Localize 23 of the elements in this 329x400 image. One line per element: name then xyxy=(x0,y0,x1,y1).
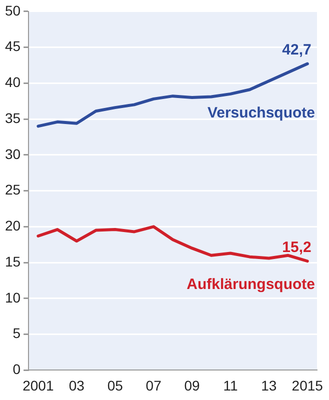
series-label: Versuchsquote xyxy=(207,104,315,122)
y-tick-label: 25 xyxy=(4,182,21,198)
y-tick-label: 5 xyxy=(12,325,21,342)
data-label: 15,2 xyxy=(282,238,312,256)
x-tick-label: 13 xyxy=(261,377,277,394)
x-tick-label: 09 xyxy=(184,377,200,394)
y-tick-label: 45 xyxy=(4,38,21,54)
x-tick-label: 2001 xyxy=(22,377,54,394)
y-tick-label: 50 xyxy=(4,2,21,18)
y-tick-label: 40 xyxy=(4,74,21,90)
x-tick-label: 05 xyxy=(107,377,124,394)
series-label: Aufklärungsquote xyxy=(186,276,315,293)
y-tick-label: 10 xyxy=(4,289,21,306)
y-tick-label: 20 xyxy=(4,218,21,234)
x-tick-label: 07 xyxy=(146,377,162,394)
x-tick-label: 03 xyxy=(68,377,85,394)
x-tick-label: 11 xyxy=(223,377,238,394)
x-tick-label: 2015 xyxy=(292,377,324,394)
y-tick-label: 15 xyxy=(4,253,21,270)
y-tick-label: 35 xyxy=(4,110,21,126)
y-tick-label: 0 xyxy=(12,361,21,378)
data-label: 42,7 xyxy=(282,41,312,58)
y-tick-label: 30 xyxy=(4,146,21,162)
